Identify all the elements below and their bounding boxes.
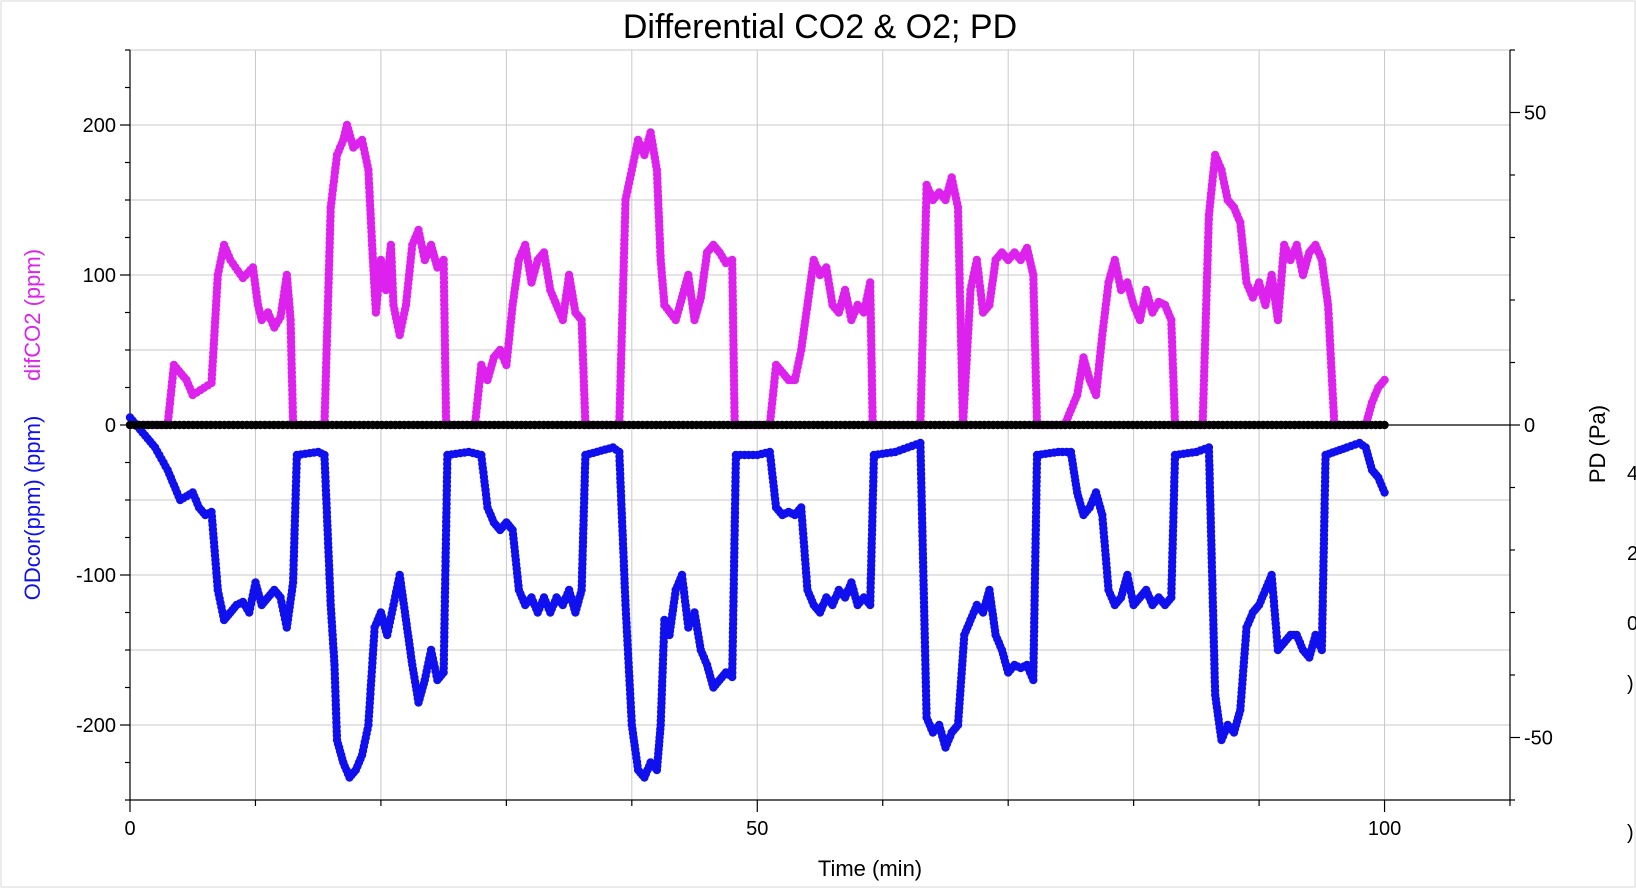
data-point — [1380, 375, 1389, 385]
clipped-right-label: 0 — [1627, 613, 1636, 635]
clipped-right-label: 2 — [1627, 543, 1636, 565]
series-difco2 — [125, 120, 1389, 430]
clipped-right-labels: 4 2 0) — [1627, 463, 1636, 695]
y-left-tick-label: 200 — [83, 115, 116, 137]
labels-layer: 0 50 100 200 100 0 -100 -200 50 0 -50 — [76, 103, 1553, 841]
y-right-tick-label: -50 — [1524, 728, 1553, 750]
data-point — [1380, 488, 1389, 497]
x-tick-label: 0 — [124, 818, 135, 840]
clipped-right-label: ) — [1627, 673, 1634, 695]
x-tick-label: 100 — [1368, 818, 1401, 840]
y-axis-title-pd: PD (Pa) — [1585, 405, 1610, 483]
series-layer — [125, 120, 1389, 782]
y-left-tick-label: 0 — [105, 415, 116, 437]
y-right-tick-label: 50 — [1524, 103, 1546, 125]
series-pd — [125, 420, 1389, 430]
data-point — [1380, 420, 1389, 430]
clipped-right-label: 4 — [1627, 463, 1636, 485]
clipped-bottom-right-label: ) — [1627, 822, 1634, 844]
y-left-tick-label: -200 — [76, 715, 116, 737]
y-left-tick-label: -100 — [76, 565, 116, 587]
y-right-tick-label: 0 — [1524, 415, 1535, 437]
y-axis-title-difco2: difCO2 (ppm) — [20, 249, 45, 381]
series-odcor — [125, 413, 1389, 782]
x-axis-title: Time (min) — [818, 856, 922, 881]
chart-title: Differential CO2 & O2; PD — [623, 8, 1017, 46]
y-left-tick-label: 100 — [83, 265, 116, 287]
y-axis-title-odcor: ODcor(ppm) (ppm) — [20, 416, 45, 601]
x-tick-label: 50 — [746, 818, 768, 840]
